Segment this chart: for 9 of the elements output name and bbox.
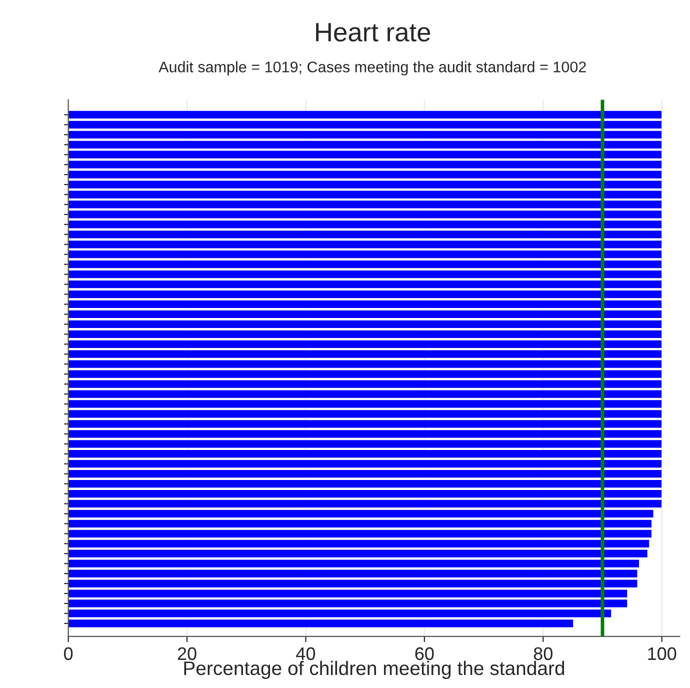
x-tick-label: 80 [534, 647, 552, 660]
x-tick-label: 0 [64, 647, 73, 660]
chart-title: Heart rate [316, 23, 430, 42]
x-tick-label: 20 [178, 647, 196, 660]
x-axis-title: Percentage of children meeting the standard [184, 660, 564, 679]
x-tick-label: 100 [648, 647, 676, 660]
x-tick-label: 60 [415, 647, 434, 660]
chart-subtitle: Audit sample = 1019; Cases meeting the audit standard = 1002 [158, 61, 586, 76]
x-tick-label: 40 [296, 647, 316, 660]
